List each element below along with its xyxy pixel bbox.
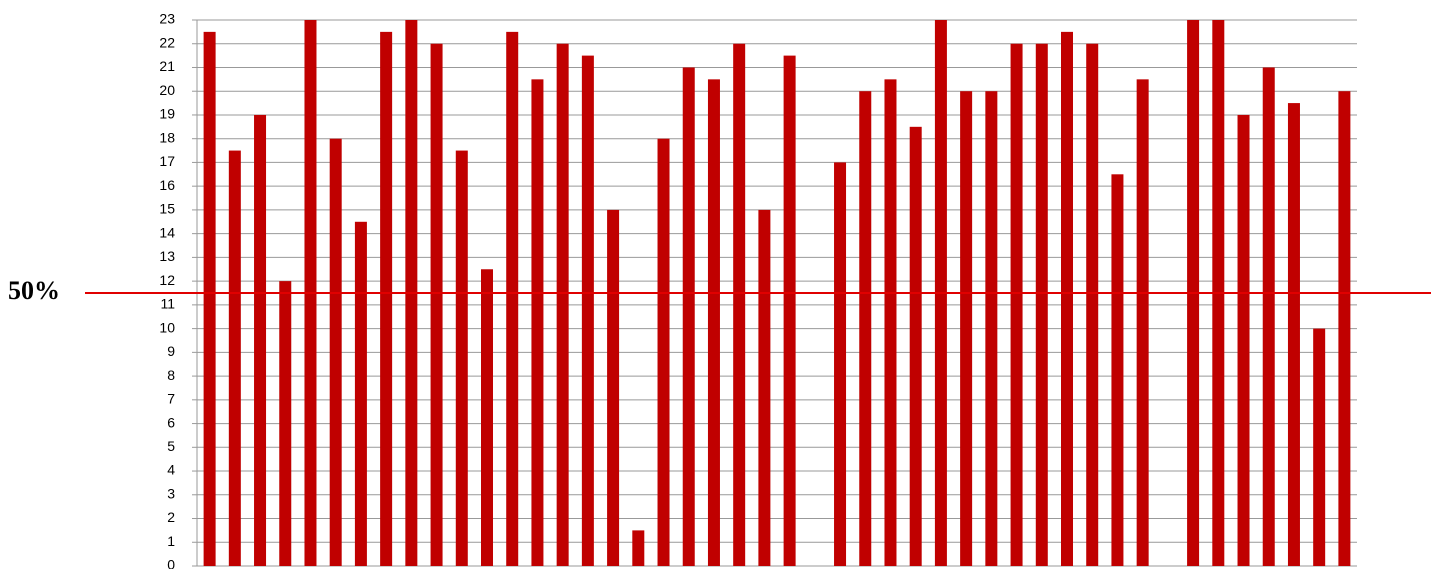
bar	[1061, 31, 1073, 566]
y-tick-label: 18	[159, 129, 175, 145]
y-tick-label: 2	[167, 509, 175, 525]
bar	[859, 91, 872, 566]
y-tick-label: 1	[167, 533, 175, 549]
bar	[228, 150, 241, 566]
y-tick-label: 3	[167, 485, 175, 501]
bar	[279, 281, 292, 566]
y-tick-label: 11	[160, 296, 175, 312]
bar	[556, 43, 569, 566]
bar	[1262, 67, 1275, 566]
bar	[1338, 91, 1351, 566]
y-tick-label: 16	[159, 177, 175, 193]
y-tick-label: 20	[159, 82, 175, 98]
y-tick-label: 12	[159, 272, 175, 288]
bar	[581, 55, 594, 566]
y-tick-label: 0	[167, 557, 175, 569]
bar	[1035, 43, 1048, 566]
bar	[481, 269, 493, 566]
bar	[909, 126, 922, 567]
bar	[657, 138, 670, 566]
y-tick-label: 13	[159, 248, 175, 264]
bar	[632, 530, 645, 566]
bar	[960, 91, 973, 566]
bar	[1010, 43, 1023, 566]
bar	[455, 150, 468, 566]
reference-label: 50%	[8, 276, 60, 305]
bar	[380, 31, 393, 566]
y-tick-label: 23	[159, 11, 175, 27]
bar	[733, 43, 746, 566]
bar	[506, 31, 519, 566]
y-tick-label: 4	[167, 462, 175, 478]
y-tick-label: 8	[167, 367, 175, 383]
y-tick-label: 5	[167, 438, 175, 454]
bar	[884, 79, 897, 566]
y-tick-label: 22	[159, 34, 175, 50]
bar	[1111, 174, 1124, 566]
y-tick-label: 15	[159, 201, 175, 217]
bar	[1313, 328, 1326, 566]
y-tick-label: 19	[159, 106, 175, 122]
bar	[329, 138, 342, 566]
bar	[1086, 43, 1099, 566]
y-tick-label: 9	[167, 343, 175, 359]
y-tick-label: 17	[159, 153, 175, 169]
bar	[607, 209, 620, 567]
y-tick-label: 10	[159, 319, 175, 335]
bar	[783, 55, 796, 566]
bar	[985, 91, 998, 566]
y-tick-label: 21	[159, 58, 175, 74]
bar	[758, 209, 771, 567]
bar	[203, 31, 216, 566]
bar	[254, 114, 267, 567]
bar	[1136, 79, 1149, 566]
bar	[354, 221, 367, 567]
bar	[834, 162, 847, 566]
bar	[1237, 114, 1250, 567]
bar	[707, 79, 720, 566]
y-tick-label: 7	[167, 391, 175, 407]
bar	[1287, 103, 1300, 566]
y-tick-label: 6	[167, 414, 175, 430]
bar	[430, 43, 443, 566]
y-tick-label: 14	[159, 224, 175, 240]
bar	[531, 79, 544, 566]
bar	[682, 67, 695, 566]
